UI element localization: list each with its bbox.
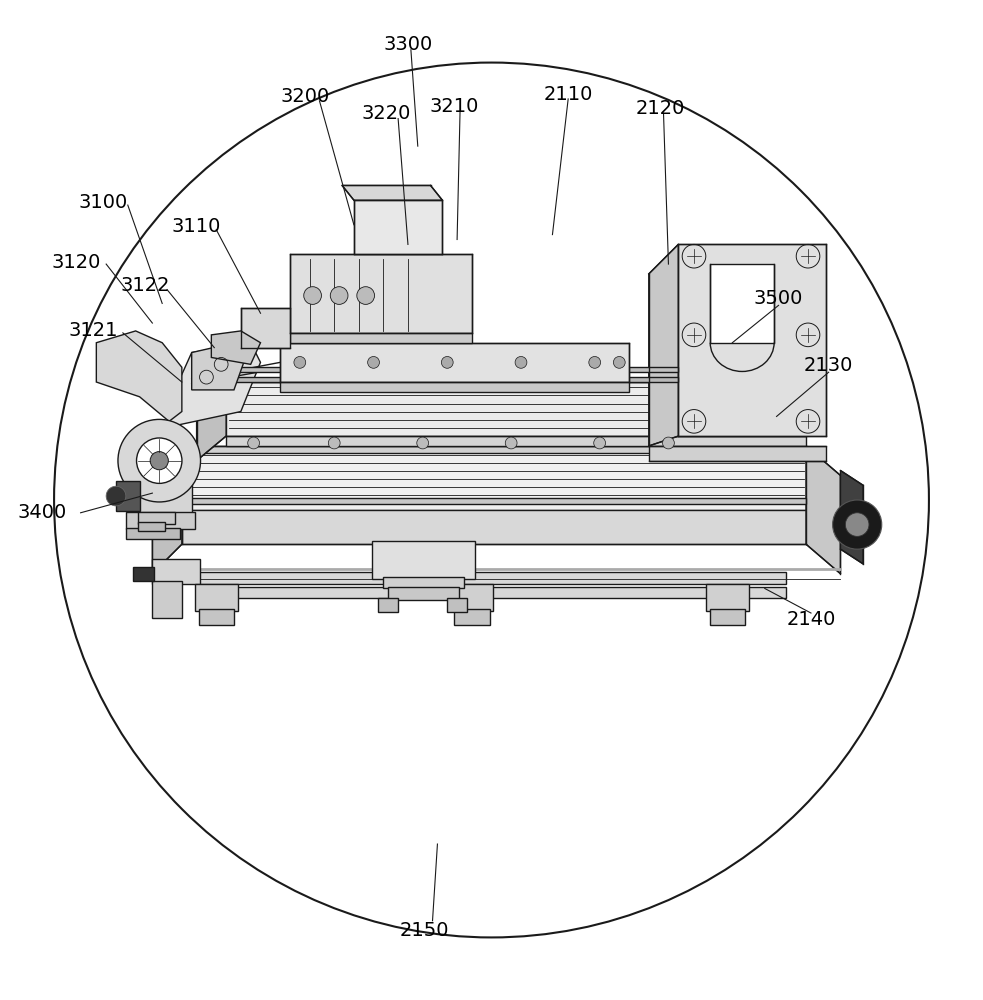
Bar <box>383 577 464 588</box>
Bar <box>116 481 140 511</box>
Text: 3100: 3100 <box>79 193 128 212</box>
Circle shape <box>613 356 625 368</box>
Polygon shape <box>182 446 806 453</box>
Circle shape <box>368 356 379 368</box>
Bar <box>152 581 182 618</box>
Circle shape <box>357 287 375 304</box>
Bar <box>152 559 200 584</box>
Text: 3120: 3120 <box>52 253 101 272</box>
Bar <box>450 584 493 611</box>
Circle shape <box>137 438 182 483</box>
Polygon shape <box>342 185 442 200</box>
Bar <box>378 598 398 612</box>
Text: 2150: 2150 <box>400 921 449 940</box>
Circle shape <box>663 437 674 449</box>
Circle shape <box>845 513 869 536</box>
Polygon shape <box>649 446 826 461</box>
Circle shape <box>118 419 201 502</box>
Circle shape <box>441 356 453 368</box>
Polygon shape <box>197 587 786 598</box>
Bar <box>133 567 154 581</box>
Circle shape <box>54 63 929 937</box>
Bar <box>195 584 238 611</box>
Polygon shape <box>241 308 290 348</box>
Polygon shape <box>226 367 678 372</box>
Bar <box>454 609 490 625</box>
Polygon shape <box>280 382 629 392</box>
Bar <box>138 522 165 531</box>
Circle shape <box>505 437 517 449</box>
Bar <box>126 528 180 539</box>
Polygon shape <box>182 446 806 510</box>
Polygon shape <box>710 264 775 343</box>
Polygon shape <box>226 436 806 446</box>
Text: 3110: 3110 <box>172 217 221 236</box>
Bar <box>372 541 475 579</box>
Polygon shape <box>226 377 678 382</box>
Polygon shape <box>678 244 826 436</box>
Polygon shape <box>96 331 182 421</box>
Circle shape <box>515 356 527 368</box>
Circle shape <box>589 356 601 368</box>
Circle shape <box>417 437 429 449</box>
Circle shape <box>304 287 321 304</box>
Circle shape <box>330 287 348 304</box>
Bar <box>138 512 175 524</box>
Polygon shape <box>840 471 863 564</box>
Text: 2120: 2120 <box>636 99 685 118</box>
Text: 3122: 3122 <box>121 276 170 295</box>
Text: 3121: 3121 <box>69 321 118 340</box>
Circle shape <box>150 452 168 470</box>
Text: 2110: 2110 <box>544 85 593 104</box>
Bar <box>447 598 467 612</box>
Circle shape <box>328 437 340 449</box>
Text: 3200: 3200 <box>280 87 329 106</box>
Polygon shape <box>182 510 806 544</box>
Polygon shape <box>806 446 840 574</box>
Polygon shape <box>649 244 678 446</box>
Polygon shape <box>192 345 244 390</box>
Polygon shape <box>290 254 472 333</box>
Circle shape <box>248 437 260 449</box>
Text: 2140: 2140 <box>786 610 836 629</box>
Text: 3400: 3400 <box>18 503 67 522</box>
Bar <box>138 473 192 515</box>
Text: 3500: 3500 <box>754 289 803 308</box>
Bar <box>706 584 749 611</box>
Polygon shape <box>197 572 786 584</box>
Bar <box>388 587 459 600</box>
Polygon shape <box>354 200 442 254</box>
Bar <box>710 609 745 625</box>
Polygon shape <box>197 382 226 461</box>
Polygon shape <box>165 343 260 426</box>
Polygon shape <box>280 343 629 382</box>
Bar <box>126 512 195 529</box>
Circle shape <box>833 500 882 549</box>
Polygon shape <box>290 333 472 343</box>
Bar <box>199 609 234 625</box>
Circle shape <box>294 356 306 368</box>
Text: 3300: 3300 <box>383 35 433 54</box>
Circle shape <box>594 437 606 449</box>
Polygon shape <box>226 382 806 436</box>
Text: 3220: 3220 <box>362 104 411 123</box>
Text: 2130: 2130 <box>804 356 853 375</box>
Text: 3210: 3210 <box>430 97 479 116</box>
Circle shape <box>106 486 126 506</box>
Polygon shape <box>182 498 806 504</box>
Polygon shape <box>211 331 260 364</box>
Polygon shape <box>152 446 182 574</box>
